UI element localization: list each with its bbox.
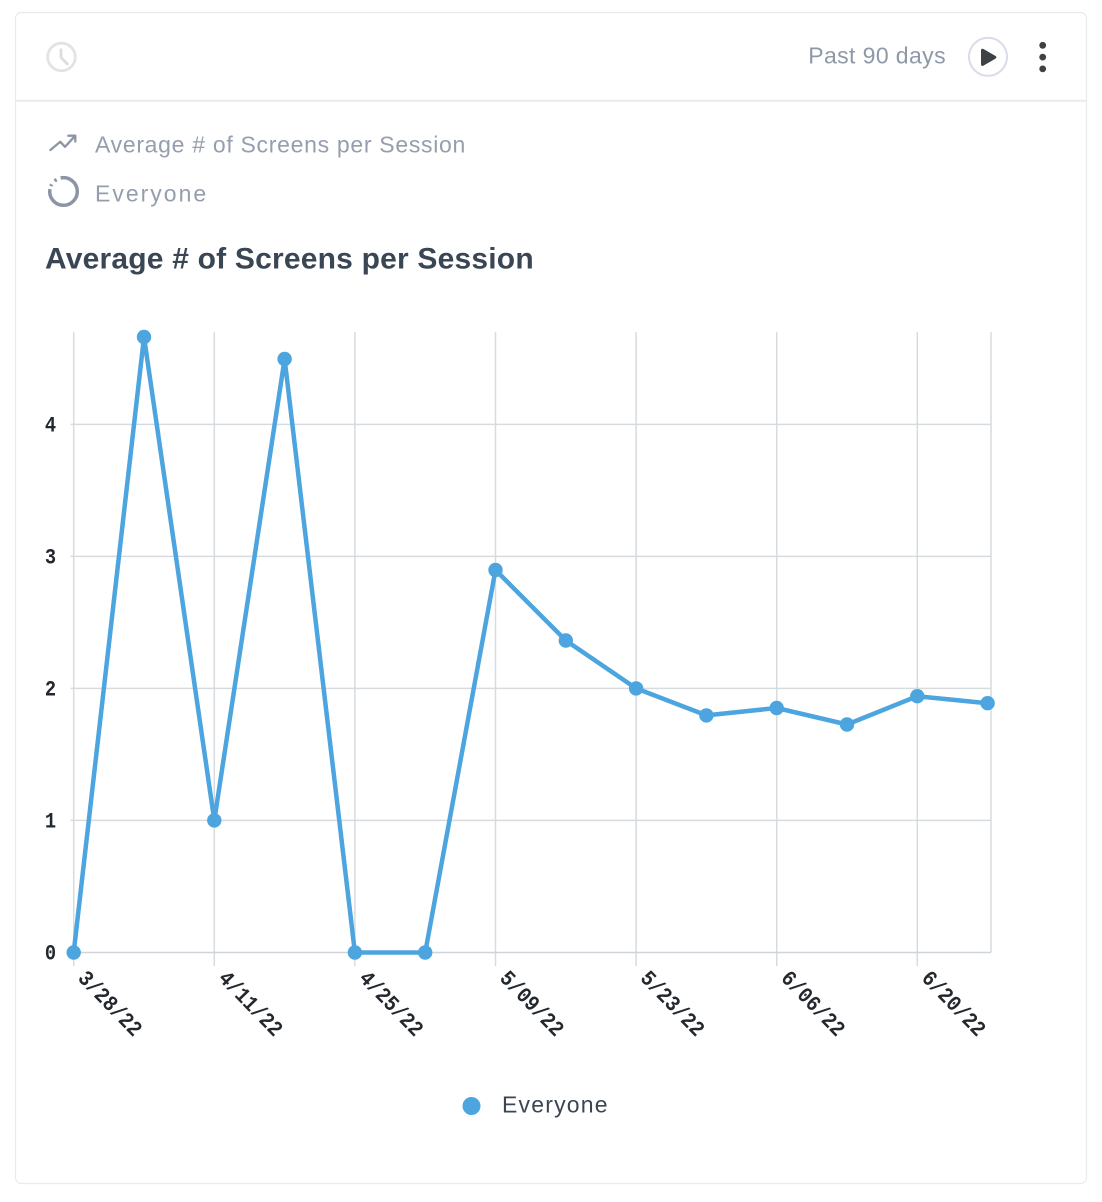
svg-text:0: 0	[45, 942, 56, 967]
svg-text:Average # of Screens per Sessi: Average # of Screens per Session	[45, 243, 534, 276]
svg-text:Average # of Screens per Sessi: Average # of Screens per Session	[95, 131, 466, 157]
svg-text:1: 1	[45, 810, 56, 835]
svg-text:2: 2	[45, 678, 56, 703]
svg-text:4: 4	[45, 414, 56, 439]
svg-text:Past 90 days: Past 90 days	[808, 43, 946, 69]
svg-text:3: 3	[45, 546, 56, 571]
svg-text:Everyone: Everyone	[502, 1092, 609, 1118]
svg-text:Everyone: Everyone	[95, 181, 208, 207]
